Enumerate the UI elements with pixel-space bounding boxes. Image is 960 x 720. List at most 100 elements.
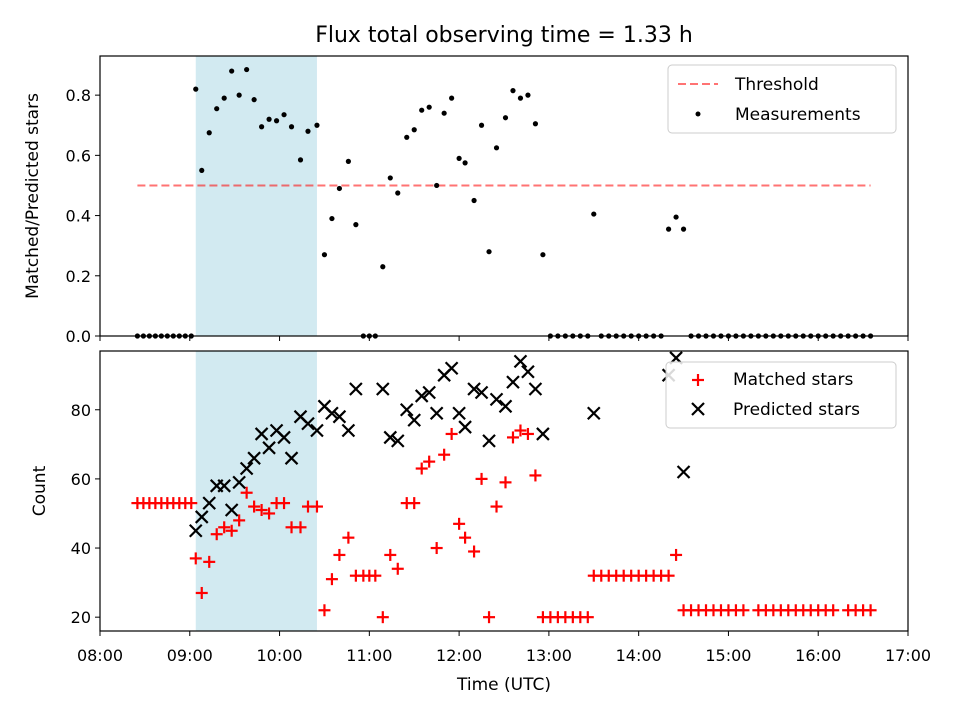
x-diag-b xyxy=(489,392,504,407)
matched-star-marker xyxy=(737,604,750,617)
matched-star-marker xyxy=(384,548,397,561)
x-tick-label: 13:00 xyxy=(526,646,572,665)
matched-star-marker xyxy=(185,497,198,510)
top-x-ticks xyxy=(99,336,909,341)
y-tick-label: 0.4 xyxy=(66,207,91,226)
predicted-star-marker xyxy=(444,361,459,376)
measurement-point xyxy=(336,185,343,192)
measurement-point xyxy=(426,104,432,110)
measurement-point xyxy=(673,214,679,220)
x-diag-b xyxy=(383,430,398,445)
y-tick-label: 80 xyxy=(71,401,91,420)
x-diag-b xyxy=(376,382,390,396)
bottom-legend-box xyxy=(665,361,897,429)
x-axis-label: Time (UTC) xyxy=(456,675,551,695)
x-tick-label: 14:00 xyxy=(616,646,662,665)
x-diag-b xyxy=(521,364,535,379)
matched-star-marker xyxy=(864,604,877,617)
matched-star-marker xyxy=(325,573,338,586)
predicted-star-marker xyxy=(422,385,436,400)
matched-star-marker xyxy=(278,497,291,510)
x-diag-b xyxy=(467,382,481,396)
x-diag-b xyxy=(444,361,459,376)
y-tick-label: 40 xyxy=(71,539,91,558)
x-tick-label: 16:00 xyxy=(795,646,841,665)
x-tick-label: 17:00 xyxy=(885,646,931,665)
matched-star-marker xyxy=(506,431,519,444)
x-diag-b xyxy=(676,465,691,479)
predicted-star-marker xyxy=(513,354,528,369)
predicted-star-marker xyxy=(224,503,239,517)
measurement-point xyxy=(387,175,393,181)
matched-star-marker xyxy=(581,611,594,624)
measurement-point xyxy=(380,264,386,270)
x-diag-b xyxy=(528,382,543,396)
top-highlight-span xyxy=(195,56,317,336)
measurement-point xyxy=(288,124,295,130)
measurement-point xyxy=(345,158,351,164)
matched-legend-swatch xyxy=(692,374,704,386)
matched-star-marker xyxy=(218,521,231,534)
predicted-star-marker xyxy=(482,434,496,448)
measurement-point xyxy=(214,106,220,112)
y-tick-label: 60 xyxy=(71,470,91,489)
measurement-point xyxy=(665,226,672,232)
matched-star-marker xyxy=(827,604,840,617)
matched-star-marker xyxy=(203,555,216,568)
measurement-point xyxy=(305,128,311,134)
measurement-point xyxy=(532,121,539,127)
x-diag-b xyxy=(188,523,203,538)
matched-star-marker xyxy=(490,500,503,513)
x-tick-label: 09:00 xyxy=(167,646,213,665)
predicted-star-marker xyxy=(429,406,444,421)
predicted-star-marker xyxy=(301,416,315,431)
matched-star-marker xyxy=(263,507,276,520)
matched-star-marker xyxy=(662,569,675,582)
predicted-star-marker xyxy=(194,510,209,524)
y-tick-label: 0.0 xyxy=(66,327,91,346)
predicted-star-marker xyxy=(414,389,429,403)
measurement-point xyxy=(462,160,468,166)
matched-star-marker xyxy=(514,424,527,437)
top-y-axis-label: Matched/Predicted stars xyxy=(23,93,43,299)
x-diag-b xyxy=(474,385,489,400)
x-diag-b xyxy=(202,496,217,510)
predicted-star-marker xyxy=(349,382,363,396)
measurement-point xyxy=(266,116,272,122)
matched-star-marker xyxy=(294,521,307,534)
measurement-point xyxy=(411,127,417,133)
y-tick-label: 0.6 xyxy=(66,146,91,165)
measurement-point xyxy=(434,182,440,189)
x-diag-b xyxy=(262,441,276,455)
matched-star-marker xyxy=(415,462,428,475)
predicted-star-marker xyxy=(390,434,405,448)
predicted-star-marker xyxy=(467,382,481,396)
x-tick-label: 15:00 xyxy=(705,646,751,665)
bottom-y-axis-label: Count xyxy=(30,465,50,516)
x-diag-b xyxy=(247,451,261,465)
predicted-star-marker xyxy=(498,399,513,414)
matched-star-marker xyxy=(483,611,496,624)
measurement-point xyxy=(449,95,455,101)
x-diag-b xyxy=(414,389,429,403)
x-diag-b xyxy=(429,406,444,421)
matched-star-marker xyxy=(233,514,246,527)
predicted-star-marker xyxy=(489,392,504,407)
predicted-star-marker xyxy=(325,406,339,421)
predicted-star-marker xyxy=(247,451,261,465)
x-diag-b xyxy=(498,399,513,414)
matched-star-marker xyxy=(310,500,323,513)
predicted-legend-swatch xyxy=(691,402,705,416)
measurement-point xyxy=(244,66,250,73)
matched-star-marker xyxy=(430,542,443,555)
predicted-star-marker xyxy=(399,402,414,417)
predicted-star-marker xyxy=(383,430,398,445)
predicted-legend-label: Predicted stars xyxy=(733,400,860,420)
predicted-star-marker xyxy=(474,385,489,400)
x-diag-b xyxy=(482,434,496,448)
threshold-legend-label: Threshold xyxy=(734,75,819,95)
highlight-span-rect xyxy=(195,56,317,336)
bottom-x-ticks: 08:00 09:00 10:00 11:00 12:00 13:00 14:00 15:00… xyxy=(77,631,931,665)
predicted-star-marker xyxy=(202,496,217,510)
bottom-legend: Matched stars Predicted stars xyxy=(665,361,897,429)
